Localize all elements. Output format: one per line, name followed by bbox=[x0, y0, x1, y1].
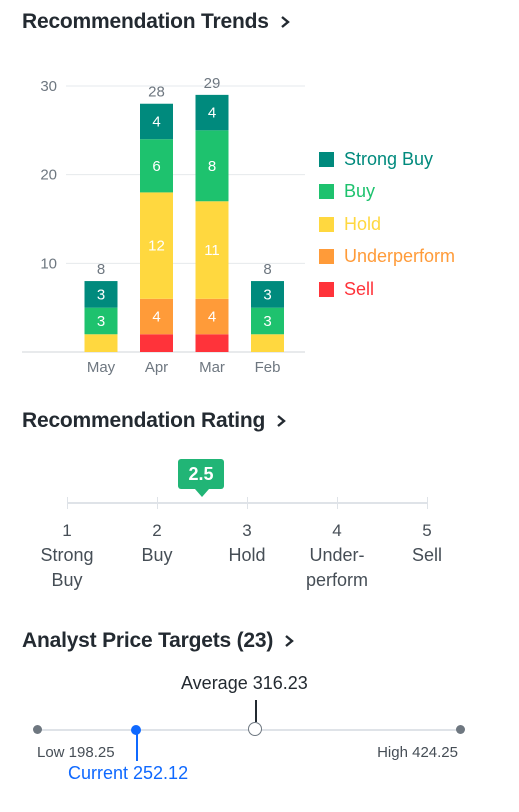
trends-legend: Strong Buy Buy Hold Underperform Sell bbox=[319, 143, 455, 306]
legend-item-strong-buy[interactable]: Strong Buy bbox=[319, 143, 455, 176]
bar-segment-label: 6 bbox=[152, 158, 160, 175]
scale-label-5: 5 Sell bbox=[377, 518, 477, 568]
scale-tick bbox=[247, 497, 248, 509]
average-target-marker bbox=[248, 722, 262, 736]
bar-segment-underperform bbox=[140, 298, 173, 335]
scale-tick bbox=[337, 497, 338, 509]
targets-title-link[interactable]: Analyst Price Targets (23) bbox=[22, 629, 297, 653]
bar-segment-label: 4 bbox=[152, 113, 160, 130]
high-target-dot bbox=[456, 725, 465, 734]
legend-item-sell[interactable]: Sell bbox=[319, 273, 455, 306]
bar-segment-hold bbox=[251, 334, 284, 352]
bar-total-label: 8 bbox=[263, 261, 271, 278]
legend-label: Strong Buy bbox=[344, 148, 434, 169]
low-target-dot bbox=[33, 725, 42, 734]
x-tick-label: May bbox=[87, 359, 116, 376]
legend-swatch bbox=[319, 184, 334, 200]
scale-number: 1 bbox=[62, 521, 72, 540]
current-price-label: Current 252.12 bbox=[68, 763, 189, 783]
bar-segment-label: 3 bbox=[97, 286, 105, 303]
high-target-label: High 424.25 bbox=[377, 744, 458, 761]
scale-number: 2 bbox=[152, 521, 162, 540]
bar-segment-label: 12 bbox=[148, 238, 165, 255]
legend-label: Buy bbox=[344, 181, 376, 202]
current-price-stem bbox=[136, 733, 138, 761]
bar-segment-sell bbox=[195, 334, 229, 352]
scale-label-4: 4 Under-perform bbox=[287, 518, 387, 593]
chevron-right-icon bbox=[283, 634, 297, 648]
scale-number: 4 bbox=[332, 521, 342, 540]
y-tick-label: 30 bbox=[40, 78, 57, 95]
trends-title: Recommendation Trends bbox=[22, 10, 269, 33]
current-price-marker bbox=[131, 724, 141, 735]
scale-text: Strong Buy bbox=[40, 545, 94, 590]
scale-tick bbox=[427, 497, 428, 509]
bar-segment-label: 3 bbox=[263, 286, 271, 303]
low-target-label: Low 198.25 bbox=[37, 744, 115, 761]
scale-tick bbox=[157, 497, 158, 509]
legend-swatch bbox=[319, 249, 334, 265]
x-tick-label: Apr bbox=[145, 359, 168, 376]
recommendation-trends-chart: 10 20 30 3 3 8 May 4 12 6 4 28 Apr 4 11 8 4 29 Mar 3 3 8 Feb bbox=[22, 75, 305, 376]
bar-segment-label: 4 bbox=[208, 105, 216, 122]
rating-title-link[interactable]: Recommendation Rating bbox=[22, 409, 289, 433]
bar-segment-buy bbox=[84, 307, 118, 335]
bar-total-label: 8 bbox=[97, 261, 105, 278]
y-tick-label: 10 bbox=[40, 255, 57, 272]
bar-total-label: 28 bbox=[148, 84, 165, 101]
x-tick-label: Mar bbox=[199, 359, 225, 376]
bar-segment-label: 3 bbox=[97, 313, 105, 330]
legend-item-underperform[interactable]: Underperform bbox=[319, 241, 455, 274]
rating-title: Recommendation Rating bbox=[22, 409, 266, 432]
rating-value-badge: 2.5 bbox=[178, 459, 224, 497]
legend-swatch bbox=[319, 281, 334, 297]
bar-segment-strong-buy bbox=[84, 281, 118, 308]
bar-segment-hold bbox=[140, 192, 173, 299]
chevron-right-icon bbox=[279, 15, 293, 29]
bar-segment-buy bbox=[140, 139, 173, 193]
legend-label: Hold bbox=[344, 213, 382, 234]
scale-text: Sell bbox=[411, 545, 442, 565]
bar-segment-label: 8 bbox=[208, 158, 216, 175]
bar-segment-strong-buy bbox=[195, 94, 229, 131]
scale-text: Buy bbox=[141, 545, 173, 565]
bar-total-label: 29 bbox=[204, 75, 221, 92]
x-tick-label: Feb bbox=[255, 359, 281, 376]
scale-number: 3 bbox=[242, 521, 252, 540]
legend-label: Underperform bbox=[344, 246, 456, 267]
bar-segment-label: 3 bbox=[263, 313, 271, 330]
average-target-label: Average 316.23 bbox=[181, 673, 308, 693]
bar-segment-buy bbox=[195, 130, 229, 202]
bar-segment-sell bbox=[140, 334, 173, 352]
legend-item-buy[interactable]: Buy bbox=[319, 176, 455, 209]
bar-segment-label: 4 bbox=[208, 309, 216, 326]
bar-segment-underperform bbox=[195, 298, 229, 335]
trends-title-link[interactable]: Recommendation Trends bbox=[22, 10, 293, 34]
scale-text: Under-perform bbox=[305, 545, 368, 590]
y-tick-label: 20 bbox=[40, 167, 57, 184]
legend-label: Sell bbox=[344, 278, 375, 299]
legend-swatch bbox=[319, 151, 334, 167]
legend-swatch bbox=[319, 216, 334, 232]
scale-text: Hold bbox=[228, 545, 266, 565]
scale-label-2: 2 Buy bbox=[107, 518, 207, 568]
bar-segment-buy bbox=[251, 307, 284, 335]
average-target-stem bbox=[255, 700, 257, 722]
scale-label-1: 1 Strong Buy bbox=[17, 518, 117, 593]
bar-segment-label: 11 bbox=[204, 242, 220, 259]
chevron-right-icon bbox=[275, 414, 289, 428]
bar-segment-label: 4 bbox=[152, 309, 160, 326]
bar-segment-strong-buy bbox=[140, 103, 173, 140]
legend-item-hold[interactable]: Hold bbox=[319, 208, 455, 241]
bar-segment-hold bbox=[195, 201, 229, 299]
targets-title: Analyst Price Targets (23) bbox=[22, 629, 274, 652]
scale-tick bbox=[67, 497, 68, 509]
bar-segment-strong-buy bbox=[251, 281, 284, 308]
scale-number: 5 bbox=[422, 521, 432, 540]
bar-segment-hold bbox=[84, 334, 118, 352]
scale-label-3: 3 Hold bbox=[197, 518, 297, 568]
